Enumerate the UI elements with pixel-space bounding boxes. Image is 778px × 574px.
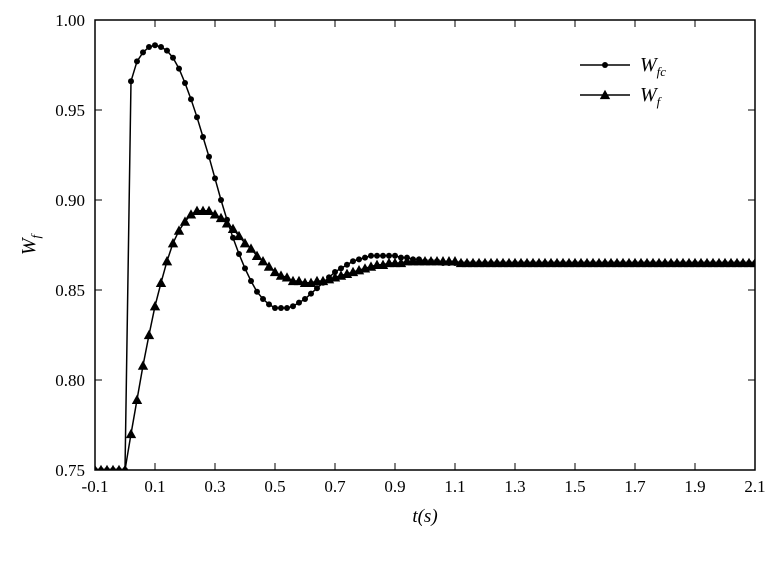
marker-circle bbox=[170, 55, 176, 61]
marker-circle bbox=[206, 154, 212, 160]
marker-circle bbox=[128, 78, 134, 84]
x-tick-label: 1.1 bbox=[444, 477, 465, 496]
marker-circle bbox=[158, 44, 164, 50]
x-tick-label: 0.7 bbox=[324, 477, 346, 496]
marker-triangle bbox=[150, 301, 160, 310]
marker-circle bbox=[362, 255, 368, 261]
y-tick-label: 1.00 bbox=[55, 11, 85, 30]
marker-circle bbox=[296, 300, 302, 306]
legend-label: Wf bbox=[640, 84, 663, 109]
marker-triangle bbox=[156, 278, 166, 287]
marker-circle bbox=[176, 66, 182, 72]
marker-circle bbox=[290, 303, 296, 309]
y-tick-label: 0.85 bbox=[55, 281, 85, 300]
x-tick-label: 0.1 bbox=[144, 477, 165, 496]
x-tick-label: 0.3 bbox=[204, 477, 225, 496]
chart-container: -0.1 0.1 0.3 0.5 0.7 0.9 1.1 1.3 1.5 1.7 1.9 2.1 0.7… bbox=[0, 0, 778, 574]
marker-triangle bbox=[162, 256, 172, 265]
marker-circle bbox=[212, 175, 218, 181]
marker-circle bbox=[302, 296, 308, 302]
x-tick-label: 1.5 bbox=[564, 477, 585, 496]
marker-circle bbox=[368, 253, 374, 259]
line-chart: -0.1 0.1 0.3 0.5 0.7 0.9 1.1 1.3 1.5 1.7 1.9 2.1 0.7… bbox=[0, 0, 778, 574]
x-tick-label: -0.1 bbox=[82, 477, 109, 496]
legend-item: Wfc bbox=[580, 54, 666, 79]
marker-circle bbox=[194, 114, 200, 120]
marker-circle bbox=[164, 48, 170, 54]
marker-circle bbox=[308, 291, 314, 297]
svg-text:Wf: Wf bbox=[18, 232, 43, 255]
x-tick-label: 0.9 bbox=[384, 477, 405, 496]
x-tick-label: 1.3 bbox=[504, 477, 525, 496]
marker-circle bbox=[152, 42, 158, 48]
x-tick-label: 2.1 bbox=[744, 477, 765, 496]
marker-circle bbox=[146, 44, 152, 50]
marker-circle bbox=[200, 134, 206, 140]
marker-circle bbox=[284, 305, 290, 311]
marker-circle bbox=[374, 253, 380, 259]
marker-circle bbox=[356, 256, 362, 262]
x-tick-label: 0.5 bbox=[264, 477, 285, 496]
marker-circle bbox=[242, 265, 248, 271]
y-tick-label: 0.95 bbox=[55, 101, 85, 120]
marker-circle bbox=[236, 251, 242, 257]
marker-circle bbox=[134, 58, 140, 64]
y-tick-label: 0.75 bbox=[55, 461, 85, 480]
marker-circle bbox=[248, 278, 254, 284]
marker-circle bbox=[278, 305, 284, 311]
series-W_f bbox=[90, 206, 760, 475]
marker-circle bbox=[380, 253, 386, 259]
y-tick-label: 0.80 bbox=[55, 371, 85, 390]
marker-triangle bbox=[174, 225, 184, 234]
marker-circle bbox=[350, 258, 356, 264]
marker-triangle bbox=[126, 429, 136, 438]
marker-triangle bbox=[132, 395, 142, 404]
marker-triangle bbox=[144, 330, 154, 339]
marker-circle bbox=[602, 62, 608, 68]
marker-triangle bbox=[138, 360, 148, 369]
marker-circle bbox=[140, 49, 146, 55]
legend-label: Wfc bbox=[640, 54, 666, 79]
series-line bbox=[95, 211, 755, 470]
marker-circle bbox=[254, 289, 260, 295]
y-axis-title: Wf bbox=[18, 232, 43, 255]
marker-triangle bbox=[168, 238, 178, 247]
marker-circle bbox=[218, 197, 224, 203]
x-axis-title: t(s) bbox=[412, 506, 437, 527]
legend-item: Wf bbox=[580, 84, 663, 109]
marker-circle bbox=[260, 296, 266, 302]
marker-circle bbox=[182, 80, 188, 86]
marker-circle bbox=[188, 96, 194, 102]
marker-circle bbox=[266, 301, 272, 307]
marker-circle bbox=[344, 262, 350, 268]
marker-circle bbox=[272, 305, 278, 311]
x-tick-label: 1.7 bbox=[624, 477, 646, 496]
x-tick-label: 1.9 bbox=[684, 477, 705, 496]
y-tick-label: 0.90 bbox=[55, 191, 85, 210]
